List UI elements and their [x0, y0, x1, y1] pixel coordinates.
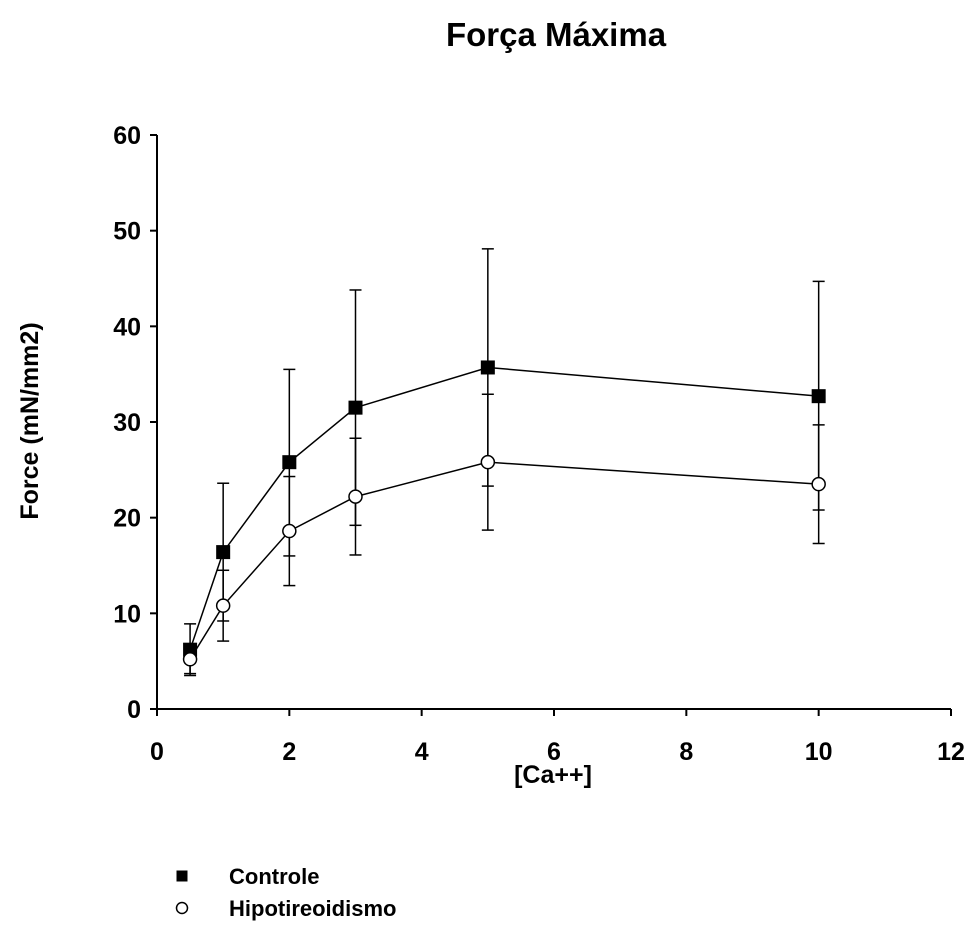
series-controle — [183, 248, 826, 677]
x-tick-label: 10 — [805, 738, 833, 766]
data-point — [282, 523, 297, 539]
y-tick-label: 0 — [127, 696, 141, 724]
data-point — [480, 454, 496, 470]
plot-data — [182, 248, 826, 677]
data-point — [811, 389, 826, 404]
legend: Controle Hipotireoidismo — [175, 864, 396, 921]
data-point — [811, 476, 826, 492]
chart-title: Força Máxima — [446, 16, 667, 53]
data-point — [348, 400, 363, 415]
legend-item-hipotireoidismo: Hipotireoidismo — [175, 896, 396, 921]
data-point — [282, 455, 297, 470]
legend-label: Controle — [229, 864, 319, 889]
x-tick-label: 12 — [937, 738, 965, 766]
x-tick-label: 0 — [150, 738, 164, 766]
y-axis-label: Force (mN/mm2) — [16, 322, 44, 519]
data-point — [348, 489, 363, 504]
series-hipotireoidismo — [182, 393, 826, 675]
x-tick-label: 8 — [679, 738, 693, 766]
data-point — [216, 545, 231, 560]
x-tick-label: 4 — [415, 738, 429, 766]
legend-marker — [176, 870, 188, 882]
x-tick-label: 2 — [282, 738, 296, 766]
y-tick-label: 30 — [113, 409, 141, 437]
x-tick-label: 6 — [547, 738, 561, 766]
y-tick-label: 50 — [113, 218, 141, 246]
series-line-controle — [189, 366, 819, 650]
y-tick-label: 60 — [113, 122, 141, 150]
legend-item-controle: Controle — [176, 864, 319, 889]
y-tick-label: 20 — [113, 505, 141, 533]
data-point — [182, 652, 198, 667]
y-tick-label: 40 — [113, 313, 141, 341]
x-axis-label: [Ca++] — [514, 761, 592, 789]
legend-label: Hipotireoidismo — [229, 896, 396, 921]
y-tick-label: 10 — [113, 600, 141, 628]
data-point — [215, 598, 231, 613]
data-point — [480, 360, 495, 375]
series-line-hipotireoidismo — [189, 461, 819, 660]
axes: 0 10 20 30 40 50 60 0 2 4 6 8 10 12 — [113, 122, 965, 766]
legend-marker — [175, 901, 189, 915]
